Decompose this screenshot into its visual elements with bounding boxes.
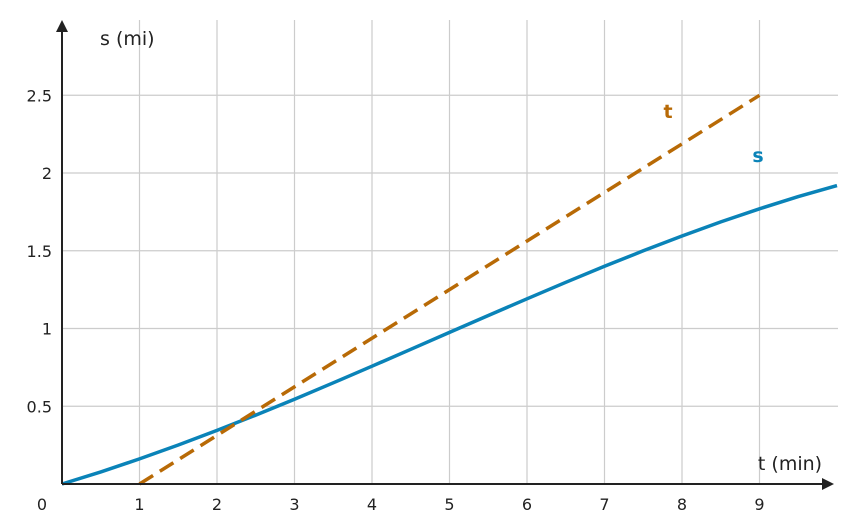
y-tick-label: 2.5 — [27, 86, 52, 105]
series-group — [61, 93, 838, 486]
grid — [62, 20, 838, 484]
y-tick-label: 0.5 — [27, 397, 52, 416]
x-tick-label: 2 — [212, 495, 222, 514]
x-axis-label: t (min) — [758, 453, 822, 475]
axes — [56, 20, 834, 490]
y-axis-label: s (mi) — [100, 28, 155, 50]
x-tick-label: 5 — [444, 495, 454, 514]
tick-labels: 1 2 3 4 5 6 7 8 9 0.5 1 1.5 2 2.5 — [27, 86, 765, 514]
y-tick-label: 2 — [42, 164, 52, 183]
series-line-t — [138, 93, 761, 486]
x-axis-arrow-icon — [822, 478, 834, 490]
x-tick-label: 3 — [289, 495, 299, 514]
x-tick-label: 9 — [754, 495, 764, 514]
series-label-s: s — [752, 145, 763, 167]
x-tick-label: 4 — [367, 495, 377, 514]
x-tick-label: 8 — [677, 495, 687, 514]
series-line-s — [61, 183, 838, 486]
y-tick-label: 1 — [42, 320, 52, 339]
x-tick-label: 7 — [599, 495, 609, 514]
series-label-t: t — [663, 101, 672, 123]
y-tick-label: 1.5 — [27, 242, 52, 261]
origin-label: 0 — [37, 495, 47, 514]
y-axis-arrow-icon — [56, 20, 68, 32]
x-tick-label: 6 — [522, 495, 532, 514]
x-tick-label: 1 — [134, 495, 144, 514]
